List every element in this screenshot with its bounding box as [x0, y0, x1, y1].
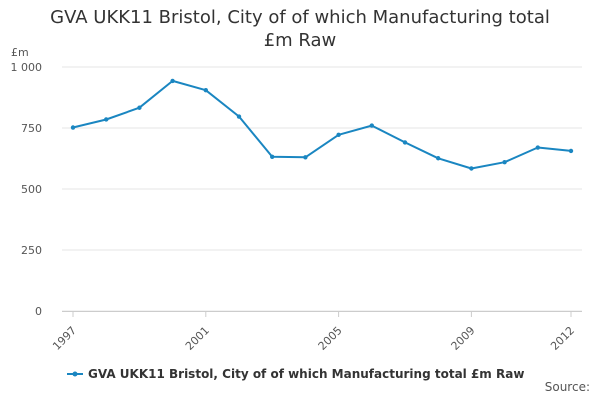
data-point — [336, 132, 341, 138]
data-point — [502, 159, 507, 165]
y-tick-label: 1 000 — [11, 61, 43, 74]
source-label: Source: — [544, 380, 590, 394]
data-point — [436, 156, 441, 161]
data-point — [568, 148, 574, 154]
data-point — [535, 145, 540, 150]
x-tick-label: 2001 — [183, 324, 212, 353]
series-line — [72, 79, 572, 170]
data-point — [236, 114, 242, 119]
data-point — [170, 78, 175, 84]
legend-marker — [72, 371, 78, 377]
data-point — [270, 154, 275, 159]
data-point — [402, 140, 408, 145]
legend-label: GVA UKK11 Bristol, City of of which Manu… — [88, 367, 524, 381]
x-tick-label: 2012 — [548, 324, 577, 353]
data-point — [104, 117, 109, 122]
data-point — [203, 87, 208, 93]
y-tick-label: 0 — [35, 305, 42, 318]
x-tick-label: 1997 — [50, 324, 79, 353]
y-tick-label: 500 — [21, 183, 42, 196]
data-point — [303, 155, 308, 160]
x-tick-label: 2005 — [316, 324, 345, 353]
y-tick-label: 750 — [21, 122, 42, 135]
data-point — [469, 166, 474, 171]
data-point — [369, 123, 374, 128]
x-tick-label: 2009 — [449, 324, 478, 353]
chart-title: GVA UKK11 Bristol, City of of which Manu… — [50, 7, 550, 51]
y-axis-label: £m — [11, 46, 29, 59]
y-tick-label: 250 — [21, 244, 42, 257]
data-point — [70, 125, 76, 130]
data-point — [137, 105, 142, 110]
